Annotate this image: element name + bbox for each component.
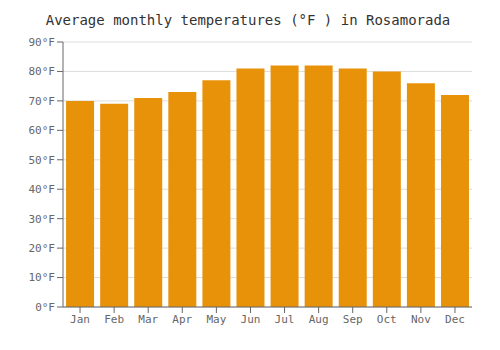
svg-text:90°F: 90°F — [29, 36, 56, 49]
svg-text:Aug: Aug — [309, 313, 329, 326]
svg-text:Sep: Sep — [343, 313, 363, 326]
svg-text:Nov: Nov — [411, 313, 431, 326]
svg-text:Mar: Mar — [138, 313, 158, 326]
svg-text:80°F: 80°F — [29, 65, 56, 78]
svg-text:Jun: Jun — [241, 313, 261, 326]
svg-text:May: May — [206, 313, 226, 326]
svg-text:Oct: Oct — [377, 313, 397, 326]
svg-text:0°F: 0°F — [35, 301, 55, 314]
svg-text:30°F: 30°F — [29, 213, 56, 226]
svg-text:70°F: 70°F — [29, 95, 56, 108]
svg-text:20°F: 20°F — [29, 242, 56, 255]
svg-text:40°F: 40°F — [29, 183, 56, 196]
svg-text:10°F: 10°F — [29, 271, 56, 284]
svg-text:Jan: Jan — [70, 313, 90, 326]
svg-text:Jul: Jul — [275, 313, 295, 326]
svg-text:Dec: Dec — [445, 313, 465, 326]
html-text:Average monthly temperatures (: Average monthly temperatures (°F ) in Ro… — [45, 12, 451, 28]
svg-text:Apr: Apr — [172, 313, 192, 326]
svg-text:Feb: Feb — [104, 313, 124, 326]
svg-text:50°F: 50°F — [29, 154, 56, 167]
svg-text:60°F: 60°F — [29, 124, 56, 137]
